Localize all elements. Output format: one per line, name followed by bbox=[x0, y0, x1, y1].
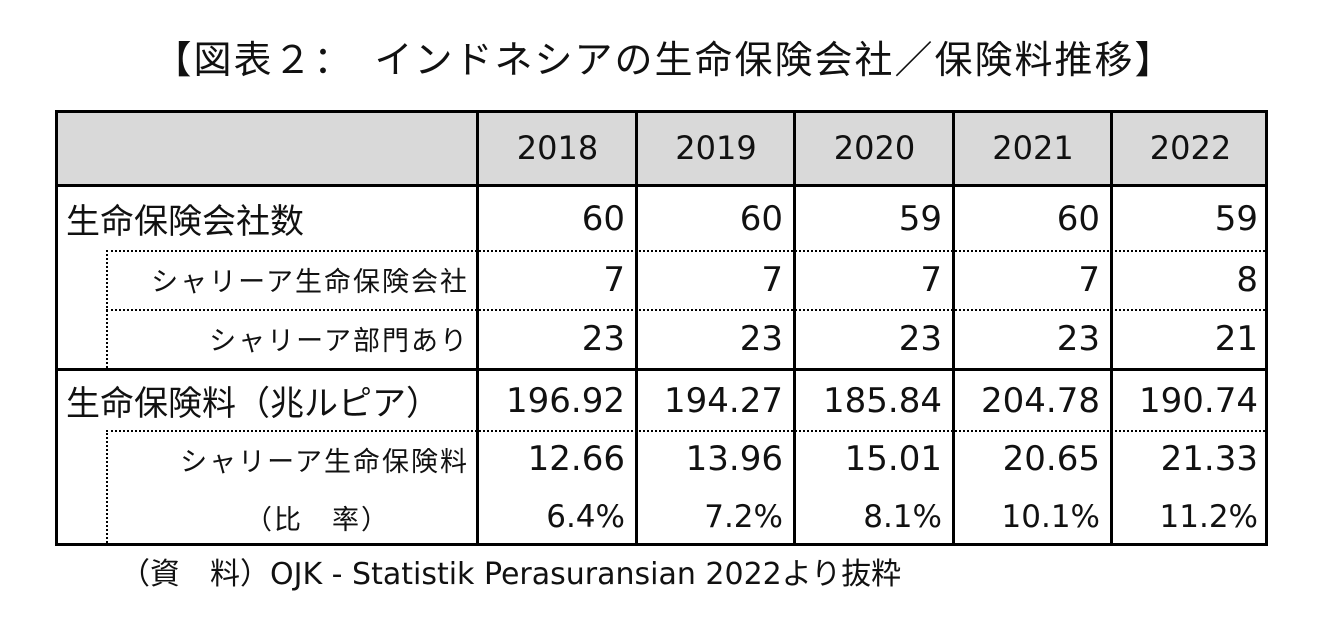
table-cell: 185.84 bbox=[823, 380, 942, 421]
table-cell: 60 bbox=[739, 198, 783, 239]
column-divider bbox=[952, 113, 955, 543]
page-title: 【図表２： インドネシアの生命保険会社／保険料推移】 bbox=[153, 38, 1175, 82]
table-row: シャリーア生命保険会社 7 7 7 7 8 bbox=[58, 250, 1265, 309]
row-label-premium: 生命保険料（兆ルピア） bbox=[66, 384, 440, 424]
table-header: 2018 2019 2020 2021 2022 bbox=[58, 113, 1265, 187]
table-cell: 21 bbox=[1214, 318, 1258, 359]
table-cell: 7 bbox=[603, 259, 625, 300]
row-divider bbox=[106, 430, 1265, 432]
table-row: 生命保険会社数 60 60 59 60 59 bbox=[58, 187, 1265, 250]
insurance-table: 2018 2019 2020 2021 2022 生命保険会社数 60 60 5… bbox=[55, 110, 1268, 546]
table-cell: 196.92 bbox=[506, 380, 625, 421]
table-cell: 23 bbox=[898, 318, 942, 359]
table-row: シャリーア部門あり 23 23 23 23 21 bbox=[58, 309, 1265, 368]
table-cell: 13.96 bbox=[685, 439, 783, 479]
row-label-company-count: 生命保険会社数 bbox=[66, 202, 304, 242]
table-row: 生命保険料（兆ルピア） 196.92 194.27 185.84 204.78 … bbox=[58, 368, 1265, 430]
table-cell: 6.4% bbox=[546, 499, 625, 535]
table-cell: 23 bbox=[739, 318, 783, 359]
table-cell: 23 bbox=[581, 318, 625, 359]
source-note: （資 料）OJK - Statistik Perasuransian 2022よ… bbox=[120, 557, 902, 592]
column-divider bbox=[476, 113, 479, 543]
table-cell: 12.66 bbox=[527, 439, 625, 479]
table-cell: 60 bbox=[1056, 198, 1100, 239]
table-cell: 15.01 bbox=[844, 439, 942, 479]
table-cell: 8.1% bbox=[863, 499, 942, 535]
table-cell: 204.78 bbox=[981, 380, 1100, 421]
table-cell: 8 bbox=[1236, 259, 1258, 300]
row-label-sharia-premium: シャリーア生命保険料 bbox=[180, 446, 469, 478]
table-cell: 7 bbox=[1078, 259, 1100, 300]
table-cell: 59 bbox=[898, 198, 942, 239]
row-divider bbox=[106, 309, 1265, 311]
row-label-sharia-division: シャリーア部門あり bbox=[209, 326, 469, 357]
table-cell: 60 bbox=[581, 198, 625, 239]
year-header-2019: 2019 bbox=[675, 129, 757, 167]
table-cell: 21.33 bbox=[1160, 439, 1258, 479]
table-cell: 7 bbox=[920, 259, 942, 300]
row-divider bbox=[106, 250, 1265, 252]
table-cell: 59 bbox=[1214, 198, 1258, 239]
year-header-2020: 2020 bbox=[833, 129, 916, 167]
table-cell: 7 bbox=[761, 259, 783, 300]
column-divider bbox=[1110, 113, 1113, 543]
year-header-2021: 2021 bbox=[992, 129, 1074, 167]
row-label-sharia-company: シャリーア生命保険会社 bbox=[151, 267, 469, 298]
table-row: （比 率） 6.4% 7.2% 8.1% 10.1% 11.2% bbox=[58, 488, 1265, 546]
subgroup-indent-line bbox=[106, 430, 108, 546]
table-cell: 194.27 bbox=[664, 380, 783, 421]
year-header-2022: 2022 bbox=[1149, 129, 1232, 167]
table-cell: 190.74 bbox=[1139, 380, 1258, 421]
table-cell: 7.2% bbox=[704, 499, 783, 535]
table-cell: 10.1% bbox=[1001, 499, 1100, 535]
column-divider bbox=[793, 113, 796, 543]
column-divider bbox=[635, 113, 638, 543]
row-label-ratio: （比 率） bbox=[245, 504, 390, 536]
year-header-2018: 2018 bbox=[516, 129, 599, 167]
table-row: シャリーア生命保険料 12.66 13.96 15.01 20.65 21.33 bbox=[58, 430, 1265, 488]
table-cell: 11.2% bbox=[1159, 499, 1258, 535]
table-cell: 23 bbox=[1056, 318, 1100, 359]
table-cell: 20.65 bbox=[1002, 439, 1100, 479]
